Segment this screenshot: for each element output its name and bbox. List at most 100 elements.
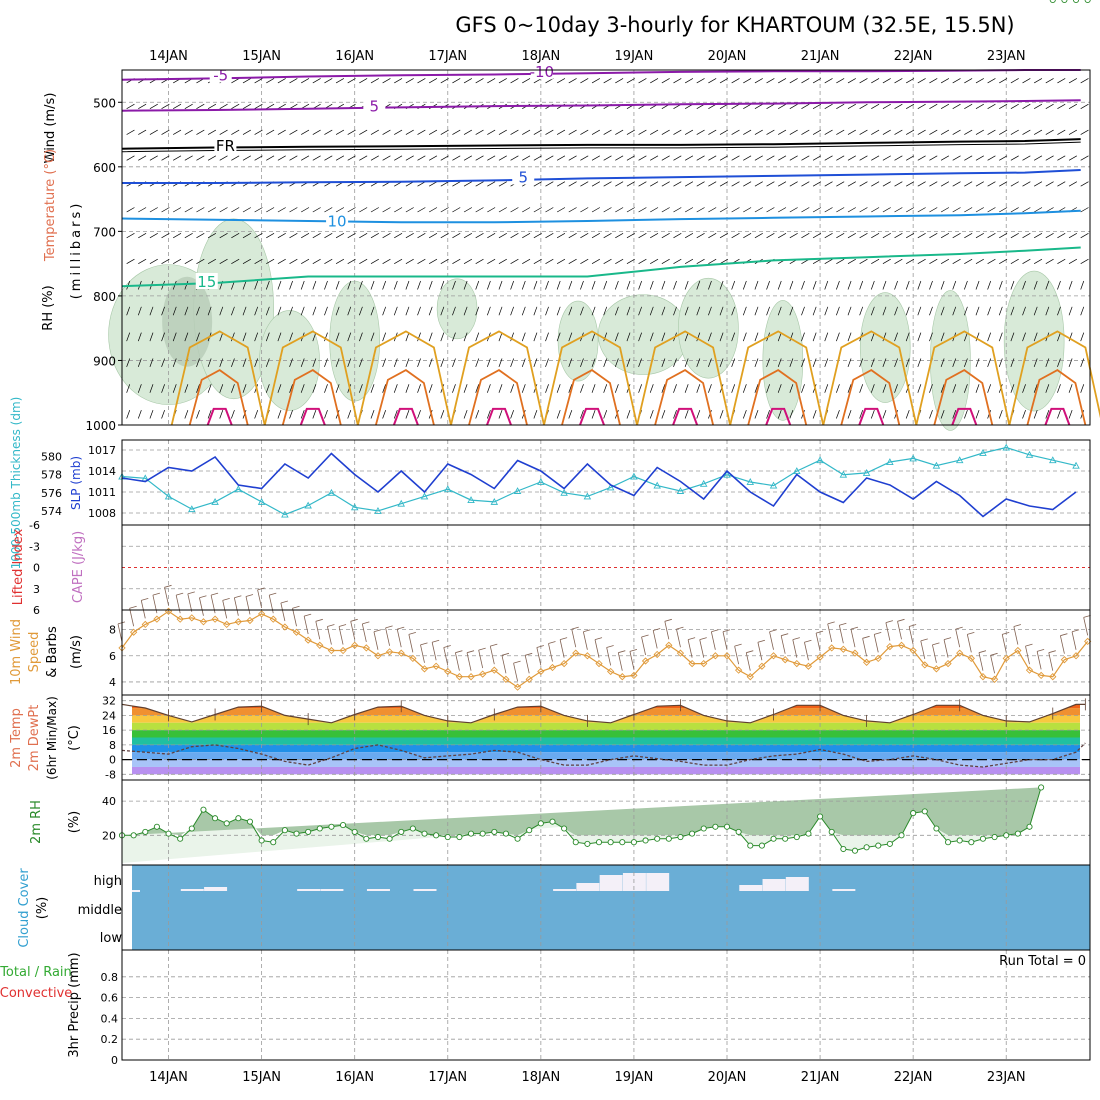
wind-barb — [812, 181, 822, 187]
wind10-point — [374, 652, 382, 660]
label-lifted-index: Lifted Index — [11, 528, 26, 605]
wind-barb — [952, 409, 957, 419]
thickness-point — [653, 481, 661, 489]
wind-barb — [638, 181, 647, 187]
wind-barb — [207, 258, 217, 264]
wind10-line — [121, 610, 1089, 688]
temp-band — [132, 730, 1080, 738]
wind10-point — [537, 667, 545, 676]
wind-barb — [219, 103, 228, 110]
wind-barb — [708, 155, 717, 161]
wind10-barb — [524, 655, 530, 674]
isotherm-FR — [121, 138, 1081, 150]
wind10-barb — [1025, 646, 1030, 665]
wind10-barb — [745, 652, 751, 671]
top-date-label: 15JAN — [242, 49, 281, 64]
wind-barb — [370, 409, 375, 419]
wind-barb — [487, 207, 496, 213]
pressure-tick: 900 — [93, 354, 116, 368]
wind10-barb — [897, 621, 902, 640]
wind-barb — [719, 103, 728, 110]
wind10-barb — [222, 600, 228, 619]
wind-barb — [591, 207, 601, 213]
wind-barb — [894, 155, 903, 161]
wind-barb — [1033, 181, 1043, 187]
wind-barb — [463, 155, 473, 161]
wind-barb — [137, 332, 142, 342]
wind-barb — [812, 155, 822, 161]
temp2m-tick: -8 — [105, 768, 116, 781]
wind-barb — [870, 280, 875, 290]
wind-barb — [556, 233, 566, 239]
label-temperature: Temperature (°C) — [43, 149, 58, 262]
wind-barb — [173, 129, 182, 135]
wind-barb — [649, 306, 654, 316]
wind-barb — [731, 78, 740, 84]
bottom-date-label: 15JAN — [242, 1070, 281, 1085]
wind-barb — [754, 181, 763, 187]
surface-isotherm-magenta — [486, 407, 512, 426]
wind-barb — [475, 280, 480, 290]
wind-barb — [719, 233, 728, 239]
wind10-barb — [827, 623, 833, 643]
wind-barb — [789, 384, 794, 393]
label-wind10-3: & Barbs — [45, 626, 60, 678]
wind10-barb — [338, 626, 344, 645]
wind10-barb — [594, 639, 600, 658]
wind-barb — [522, 129, 531, 135]
wind-barb — [801, 358, 805, 368]
wind-barb — [463, 384, 468, 393]
wind-barb — [126, 409, 131, 419]
wind10-point — [897, 641, 906, 649]
wind-barb — [417, 280, 421, 290]
wind10-barb-flag — [978, 650, 987, 654]
wind-barb — [475, 332, 480, 342]
wind-barb — [847, 233, 856, 239]
wind10-barb-flag — [432, 639, 440, 643]
thickness-point — [281, 510, 289, 518]
wind-barb — [359, 280, 363, 290]
wind-barb — [591, 78, 601, 84]
wind10-barb-flag — [967, 632, 975, 635]
temp-band — [132, 722, 1080, 731]
wind10-barb — [780, 635, 786, 654]
wind-barb — [533, 233, 542, 239]
rh2m-point — [421, 830, 428, 837]
thickness-point — [583, 492, 592, 500]
wind10-barb — [815, 632, 821, 652]
wind-barb — [126, 103, 135, 110]
thickness-tick: 574 — [41, 505, 62, 518]
wind-barb — [196, 233, 205, 239]
wind-barb — [894, 280, 898, 290]
wind-barb — [859, 233, 868, 239]
wind-barb — [487, 181, 496, 187]
wind10-barb — [431, 642, 437, 661]
wind-barb — [580, 258, 589, 264]
wind-barb — [731, 181, 740, 187]
label-temp2m-2: 2m DewPt — [27, 705, 42, 772]
wind10-point — [804, 662, 813, 670]
wind10-barb-flag — [920, 638, 928, 642]
wind-barb — [836, 233, 845, 239]
wind-barb — [1080, 78, 1089, 84]
wind-barb — [1080, 155, 1089, 161]
wind-barb — [382, 409, 387, 419]
wind-barb — [580, 358, 584, 368]
wind-barb — [254, 78, 263, 84]
wind-barb — [324, 78, 333, 84]
isotherm-fr-double — [121, 141, 1081, 153]
rh2m-point — [316, 825, 323, 832]
wind-barb — [894, 258, 903, 264]
wind10-barb-flag — [955, 626, 963, 630]
wind-barb — [184, 258, 193, 264]
wind-barb — [731, 306, 736, 316]
wind-barb — [882, 384, 887, 393]
wind-barb — [498, 332, 503, 342]
wind-barb — [1045, 233, 1054, 239]
wind10-point — [1025, 666, 1034, 674]
wind10-point — [653, 650, 661, 659]
wind-barb — [126, 384, 131, 393]
wind-barb — [568, 129, 577, 135]
wind-barb — [324, 409, 328, 419]
